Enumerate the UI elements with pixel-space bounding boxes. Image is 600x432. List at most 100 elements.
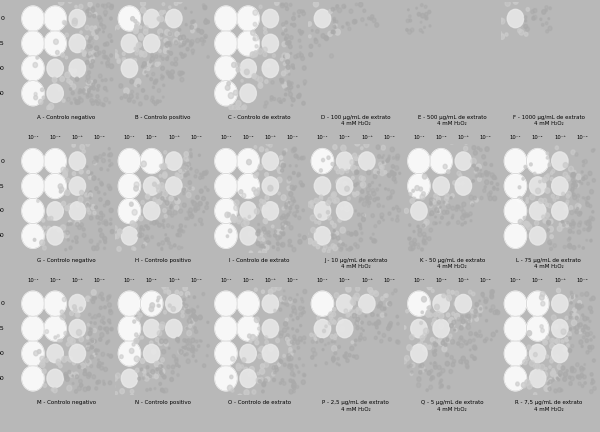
- Circle shape: [490, 295, 494, 299]
- Circle shape: [553, 244, 556, 248]
- Circle shape: [169, 73, 173, 78]
- Circle shape: [73, 69, 77, 73]
- Text: 10⁻³: 10⁻³: [265, 135, 276, 140]
- Circle shape: [320, 339, 323, 343]
- Circle shape: [281, 242, 285, 247]
- Circle shape: [578, 301, 581, 305]
- Circle shape: [361, 232, 363, 235]
- Circle shape: [94, 35, 98, 40]
- Circle shape: [164, 342, 168, 346]
- Circle shape: [191, 20, 194, 24]
- Circle shape: [328, 216, 331, 220]
- Circle shape: [187, 343, 191, 347]
- Circle shape: [455, 152, 472, 170]
- Circle shape: [258, 348, 260, 351]
- Circle shape: [422, 239, 425, 243]
- Circle shape: [181, 54, 184, 58]
- Circle shape: [353, 295, 356, 299]
- Circle shape: [267, 64, 270, 67]
- Circle shape: [341, 247, 343, 250]
- Circle shape: [583, 375, 586, 379]
- Circle shape: [258, 165, 263, 170]
- Circle shape: [258, 83, 263, 88]
- Circle shape: [64, 372, 68, 376]
- Circle shape: [215, 174, 237, 198]
- Circle shape: [344, 356, 347, 359]
- Circle shape: [103, 4, 107, 9]
- Circle shape: [135, 51, 139, 55]
- Circle shape: [363, 337, 366, 340]
- Circle shape: [344, 309, 347, 313]
- Circle shape: [575, 203, 581, 210]
- Circle shape: [86, 80, 90, 85]
- Circle shape: [274, 309, 276, 312]
- Circle shape: [433, 319, 449, 338]
- Circle shape: [572, 219, 574, 222]
- Circle shape: [188, 295, 190, 298]
- Circle shape: [425, 312, 430, 317]
- Circle shape: [395, 206, 398, 209]
- Circle shape: [376, 326, 378, 329]
- Circle shape: [109, 152, 113, 157]
- Circle shape: [108, 340, 110, 342]
- Circle shape: [390, 147, 394, 152]
- Circle shape: [590, 339, 592, 341]
- Circle shape: [461, 182, 464, 185]
- Circle shape: [589, 348, 592, 352]
- Text: 30: 30: [0, 208, 4, 213]
- Circle shape: [97, 89, 99, 91]
- Circle shape: [103, 54, 106, 59]
- Circle shape: [366, 199, 369, 203]
- Circle shape: [205, 36, 206, 38]
- Circle shape: [281, 81, 284, 84]
- Circle shape: [180, 77, 184, 82]
- Circle shape: [551, 338, 554, 342]
- Circle shape: [140, 51, 142, 53]
- Circle shape: [556, 196, 559, 199]
- Circle shape: [160, 369, 165, 374]
- Circle shape: [575, 330, 578, 334]
- Circle shape: [485, 172, 489, 177]
- Circle shape: [110, 222, 112, 225]
- Circle shape: [115, 54, 118, 58]
- Circle shape: [580, 366, 583, 370]
- Text: 60: 60: [0, 233, 4, 238]
- Circle shape: [96, 160, 98, 162]
- Circle shape: [550, 356, 554, 359]
- Circle shape: [169, 51, 173, 55]
- Circle shape: [37, 349, 41, 353]
- Circle shape: [234, 200, 239, 206]
- Circle shape: [169, 75, 171, 78]
- Circle shape: [493, 196, 497, 201]
- Circle shape: [94, 340, 97, 343]
- Circle shape: [285, 221, 287, 224]
- Circle shape: [254, 146, 257, 149]
- Circle shape: [541, 292, 545, 296]
- Circle shape: [281, 302, 283, 304]
- Circle shape: [183, 298, 185, 301]
- Circle shape: [586, 201, 588, 203]
- Circle shape: [585, 339, 589, 343]
- Circle shape: [399, 172, 401, 175]
- Circle shape: [305, 232, 308, 235]
- Circle shape: [346, 359, 349, 362]
- Circle shape: [89, 191, 92, 193]
- Circle shape: [161, 388, 163, 391]
- Text: 10⁻²: 10⁻²: [532, 135, 544, 140]
- Circle shape: [583, 228, 586, 231]
- Circle shape: [275, 139, 278, 143]
- Circle shape: [355, 3, 358, 6]
- Circle shape: [237, 216, 242, 222]
- Circle shape: [352, 192, 355, 195]
- Circle shape: [215, 223, 237, 248]
- Circle shape: [108, 34, 112, 38]
- Circle shape: [550, 343, 554, 349]
- Circle shape: [107, 184, 110, 188]
- Circle shape: [401, 325, 403, 328]
- Circle shape: [43, 384, 47, 388]
- Circle shape: [590, 373, 593, 376]
- Circle shape: [98, 359, 99, 361]
- Circle shape: [276, 284, 281, 290]
- Text: 10⁻⁴: 10⁻⁴: [287, 135, 298, 140]
- Circle shape: [331, 30, 334, 33]
